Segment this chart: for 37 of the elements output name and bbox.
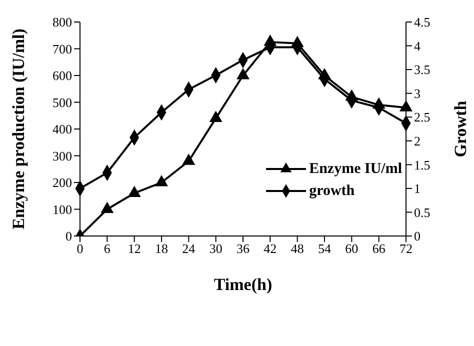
y2-tick-label: 3: [414, 86, 420, 101]
y-tick-label: 200: [52, 175, 72, 190]
y2-tick-label: 1.5: [414, 157, 430, 172]
legend-label: Enzyme IU/ml: [309, 160, 402, 178]
y-axis-title: Enzyme production (IU/ml): [9, 28, 28, 230]
y2-tick-label: 2.5: [414, 110, 430, 125]
x-tick-label: 18: [155, 241, 168, 256]
y2-tick-label: 0: [414, 228, 420, 244]
x-tick-label: 72: [400, 241, 412, 256]
y2-tick-label: 4: [414, 38, 421, 54]
x-tick-label: 6: [104, 241, 111, 256]
y-tick-label: 600: [52, 68, 72, 84]
y2-tick-label: 3.5: [414, 62, 430, 78]
x-tick-label: 54: [318, 241, 332, 256]
x-tick-label: 0: [76, 241, 84, 256]
x-tick-label: 30: [209, 241, 222, 256]
x-tick-label: 24: [182, 241, 196, 256]
y2-tick-label: 0.5: [414, 204, 430, 220]
y-tick-label: 500: [52, 94, 72, 110]
x-tick-label: 48: [290, 241, 304, 256]
x-tick-label: 12: [128, 241, 141, 256]
y2-tick-label: 1: [414, 181, 420, 196]
y-tick-label: 300: [52, 148, 72, 164]
legend-label: growth: [309, 182, 355, 200]
y-tick-label: 400: [52, 122, 72, 137]
y-tick-label: 0: [66, 228, 72, 244]
y2-tick-label: 2: [414, 134, 420, 149]
x-tick-label: 42: [264, 241, 277, 256]
y2-axis-title: Growth: [451, 100, 470, 158]
y-tick-label: 800: [52, 14, 72, 30]
x-tick-label: 66: [372, 241, 386, 256]
x-axis-title: Time(h): [214, 275, 272, 294]
x-tick-label: 60: [345, 241, 358, 256]
x-tick-label: 36: [236, 241, 250, 256]
y-tick-label: 700: [52, 41, 72, 56]
y-tick-label: 100: [52, 202, 72, 217]
y2-tick-label: 4.5: [414, 14, 430, 30]
